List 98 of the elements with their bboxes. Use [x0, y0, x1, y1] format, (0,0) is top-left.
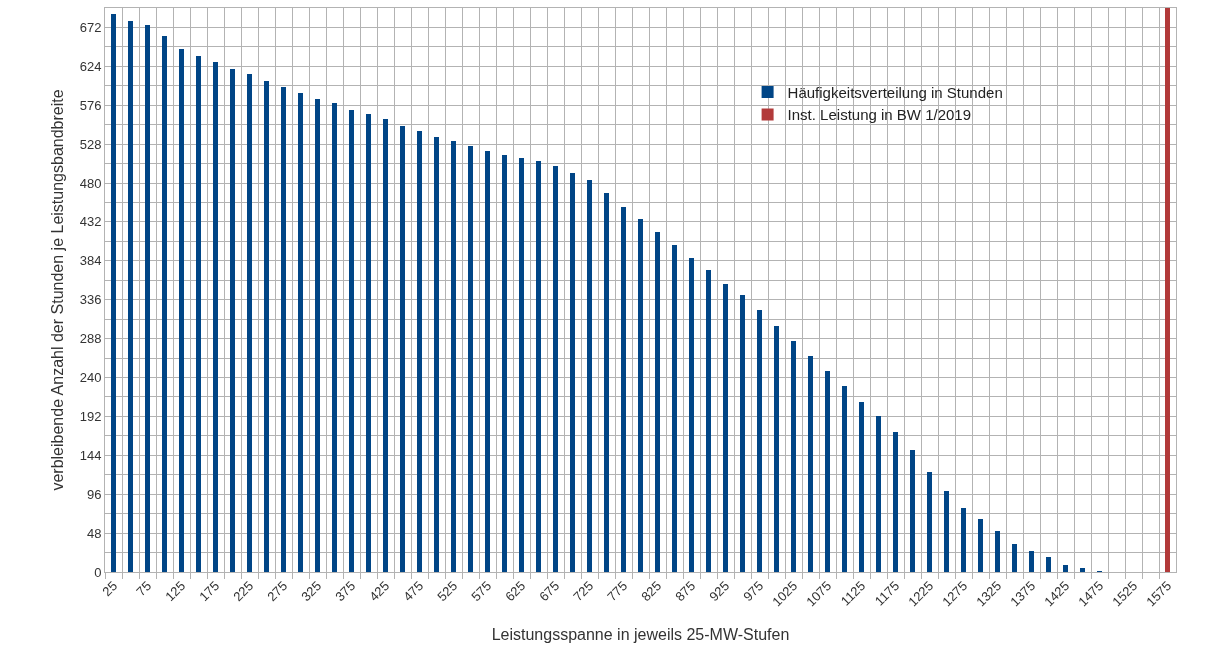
bar — [315, 99, 320, 572]
bar — [111, 14, 116, 572]
bar — [944, 491, 949, 572]
bar — [638, 219, 643, 572]
bar — [247, 74, 252, 572]
bar — [655, 232, 660, 572]
x-tick-label: 625 — [502, 578, 529, 605]
bar — [1029, 551, 1034, 572]
x-tick-label: 675 — [536, 578, 563, 605]
bar — [689, 258, 694, 572]
bar — [893, 432, 898, 572]
bar — [1165, 8, 1170, 572]
x-tick-label: 375 — [332, 578, 359, 605]
x-tick-label: 725 — [570, 578, 597, 605]
bar — [417, 131, 422, 572]
bar — [502, 155, 507, 572]
x-tick-label: 775 — [604, 578, 631, 605]
bar — [1046, 557, 1051, 572]
bar — [672, 245, 677, 572]
x-tick-label: 225 — [230, 578, 257, 605]
bar — [434, 137, 439, 572]
bar — [859, 402, 864, 572]
bar — [196, 56, 201, 572]
bar — [179, 49, 184, 572]
y-tick-label: 192 — [79, 408, 102, 424]
bar — [961, 508, 966, 572]
y-tick-label: 240 — [79, 370, 102, 386]
bar — [723, 284, 728, 572]
y-tick-label: 0 — [94, 564, 102, 580]
bar — [808, 356, 813, 572]
bar — [468, 146, 473, 572]
y-tick-label: 96 — [86, 486, 102, 502]
bar — [451, 141, 456, 572]
x-tick-label: 575 — [468, 578, 495, 605]
y-axis-title: verbleibende Anzahl der Stunden je Leistungsbandbreite — [48, 89, 66, 491]
bar — [485, 151, 490, 572]
bar — [621, 207, 626, 572]
y-tick-label: 672 — [79, 20, 102, 35]
bar — [740, 295, 745, 572]
x-tick-label: 25 — [99, 578, 121, 600]
bar — [995, 531, 1000, 572]
bar — [145, 25, 150, 572]
bar — [570, 173, 575, 572]
x-tick-label: 975 — [740, 578, 767, 605]
x-tick-label: 925 — [706, 578, 733, 605]
bar — [349, 110, 354, 572]
bar — [1012, 544, 1017, 572]
bar — [264, 81, 269, 572]
y-tick-label: 48 — [86, 525, 102, 541]
bar — [1080, 568, 1085, 572]
bar — [604, 193, 609, 572]
y-tick-label: 144 — [79, 447, 102, 463]
x-tick-label: 425 — [366, 578, 393, 605]
y-tick-label: 480 — [79, 175, 102, 191]
bar — [910, 450, 915, 572]
y-tick-label: 624 — [79, 58, 102, 74]
bar — [553, 166, 558, 572]
x-tick-label: 525 — [434, 578, 461, 605]
bar — [519, 158, 524, 572]
y-tick-label: 288 — [79, 331, 102, 347]
y-tick-label: 384 — [79, 253, 102, 269]
x-tick-label: 125 — [162, 578, 189, 605]
bar — [791, 341, 796, 572]
bar — [400, 126, 405, 572]
bar — [927, 472, 932, 572]
x-axis-title: Leistungsspanne in jeweils 25-MW-Stufen — [491, 625, 790, 643]
bar — [162, 36, 167, 572]
bar — [298, 93, 303, 572]
legend-label: Häufigkeitsverteilung in Stunden — [787, 83, 1003, 101]
bar — [978, 519, 983, 572]
bar — [757, 310, 762, 572]
bar — [587, 180, 592, 572]
y-tick-label: 576 — [79, 97, 102, 113]
bar — [706, 270, 711, 572]
x-tick-label: 175 — [196, 578, 223, 605]
y-tick-label: 336 — [79, 292, 102, 308]
x-tick-label: 825 — [638, 578, 665, 605]
x-tick-label: 325 — [298, 578, 325, 605]
bar — [536, 161, 541, 572]
y-tick-label: 528 — [79, 136, 102, 152]
bar — [213, 62, 218, 572]
bar — [128, 21, 133, 572]
bar — [366, 114, 371, 572]
bar — [281, 87, 286, 572]
x-tick-label: 275 — [264, 578, 291, 605]
x-tick-label: 475 — [400, 578, 427, 605]
bar — [1063, 565, 1068, 572]
bar — [825, 371, 830, 572]
bar — [842, 386, 847, 572]
bar — [230, 69, 235, 572]
x-tick-label: 75 — [133, 578, 155, 600]
bar — [876, 416, 881, 572]
bar — [383, 119, 388, 572]
bar — [774, 326, 779, 572]
y-tick-label: 432 — [79, 214, 102, 230]
legend-label: Inst. Leistung in BW 1/2019 — [787, 106, 972, 124]
bar — [332, 103, 337, 572]
x-tick-label: 875 — [672, 578, 699, 605]
